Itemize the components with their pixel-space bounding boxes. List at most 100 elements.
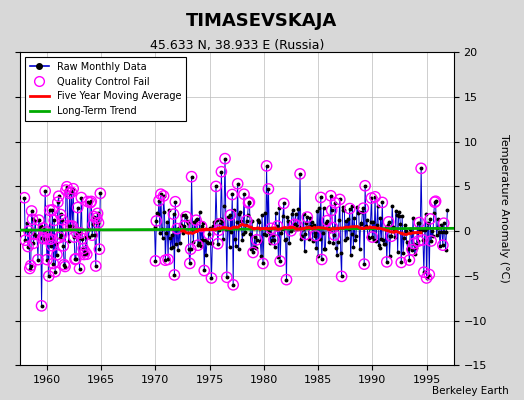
Point bbox=[157, 191, 165, 198]
Point bbox=[234, 180, 242, 187]
Point bbox=[243, 217, 251, 224]
Point bbox=[405, 257, 413, 263]
Point bbox=[335, 196, 344, 203]
Point bbox=[280, 200, 288, 207]
Point bbox=[73, 230, 81, 236]
Point bbox=[66, 223, 74, 230]
Point bbox=[368, 234, 377, 240]
Point bbox=[200, 267, 209, 274]
Point bbox=[371, 194, 379, 200]
Point bbox=[180, 223, 189, 229]
Y-axis label: Temperature Anomaly (°C): Temperature Anomaly (°C) bbox=[499, 134, 509, 283]
Point bbox=[164, 256, 172, 263]
Point bbox=[359, 205, 367, 211]
Point bbox=[198, 223, 206, 230]
Point bbox=[152, 218, 160, 224]
Point bbox=[80, 251, 88, 258]
Point bbox=[367, 195, 376, 201]
Point bbox=[42, 229, 50, 235]
Point bbox=[90, 213, 98, 220]
Point bbox=[57, 211, 65, 218]
Point bbox=[414, 238, 423, 244]
Point bbox=[214, 240, 222, 247]
Point bbox=[57, 231, 66, 238]
Point bbox=[188, 174, 196, 180]
Point bbox=[253, 236, 261, 243]
Point bbox=[59, 243, 68, 249]
Point bbox=[41, 188, 49, 194]
Point bbox=[27, 208, 36, 214]
Point bbox=[439, 242, 447, 248]
Point bbox=[43, 256, 51, 263]
Point bbox=[60, 262, 68, 268]
Point bbox=[410, 240, 418, 247]
Point bbox=[27, 262, 35, 269]
Point bbox=[68, 223, 77, 229]
Point bbox=[187, 246, 195, 252]
Point bbox=[34, 256, 42, 263]
Point bbox=[35, 217, 43, 223]
Point bbox=[48, 207, 57, 213]
Point bbox=[49, 260, 58, 267]
Point bbox=[318, 256, 326, 263]
Point bbox=[89, 221, 97, 228]
Point bbox=[155, 197, 163, 204]
Point bbox=[431, 198, 440, 204]
Point bbox=[93, 210, 102, 217]
Point bbox=[345, 205, 354, 212]
Point bbox=[263, 163, 271, 169]
Point bbox=[50, 217, 58, 224]
Point bbox=[69, 186, 78, 192]
Point bbox=[169, 211, 178, 217]
Point bbox=[53, 252, 61, 258]
Point bbox=[95, 246, 104, 252]
Point bbox=[54, 193, 63, 200]
Point bbox=[385, 219, 393, 225]
Point bbox=[417, 165, 425, 172]
Point bbox=[245, 199, 254, 205]
Point bbox=[70, 234, 78, 240]
Point bbox=[43, 236, 52, 242]
Point bbox=[229, 282, 237, 288]
Point bbox=[24, 243, 32, 250]
Point bbox=[408, 246, 416, 253]
Point bbox=[92, 263, 100, 269]
Point bbox=[226, 212, 235, 218]
Point bbox=[71, 256, 79, 262]
Point bbox=[93, 215, 101, 221]
Point bbox=[75, 265, 84, 272]
Point bbox=[330, 232, 339, 238]
Point bbox=[208, 275, 216, 281]
Point bbox=[422, 275, 431, 281]
Point bbox=[192, 217, 200, 224]
Point bbox=[77, 194, 85, 201]
Point bbox=[415, 219, 423, 226]
Point bbox=[287, 228, 295, 234]
Point bbox=[293, 222, 301, 229]
Point bbox=[170, 272, 179, 278]
Point bbox=[316, 194, 325, 201]
Point bbox=[326, 192, 335, 199]
Point bbox=[419, 237, 427, 243]
Point bbox=[171, 198, 180, 205]
Point bbox=[276, 258, 285, 264]
Point bbox=[86, 200, 94, 206]
Point bbox=[329, 224, 337, 231]
Point bbox=[290, 221, 299, 228]
Point bbox=[440, 220, 448, 226]
Point bbox=[47, 242, 56, 249]
Point bbox=[431, 199, 439, 206]
Point bbox=[249, 249, 257, 256]
Point bbox=[87, 198, 95, 205]
Point bbox=[420, 269, 428, 275]
Point bbox=[215, 221, 224, 227]
Point bbox=[29, 240, 38, 246]
Point bbox=[51, 268, 59, 275]
Point bbox=[56, 234, 64, 241]
Point bbox=[53, 199, 62, 206]
Point bbox=[270, 236, 278, 243]
Point bbox=[62, 187, 70, 193]
Point bbox=[40, 236, 48, 242]
Point bbox=[63, 184, 71, 190]
Point bbox=[361, 182, 369, 189]
